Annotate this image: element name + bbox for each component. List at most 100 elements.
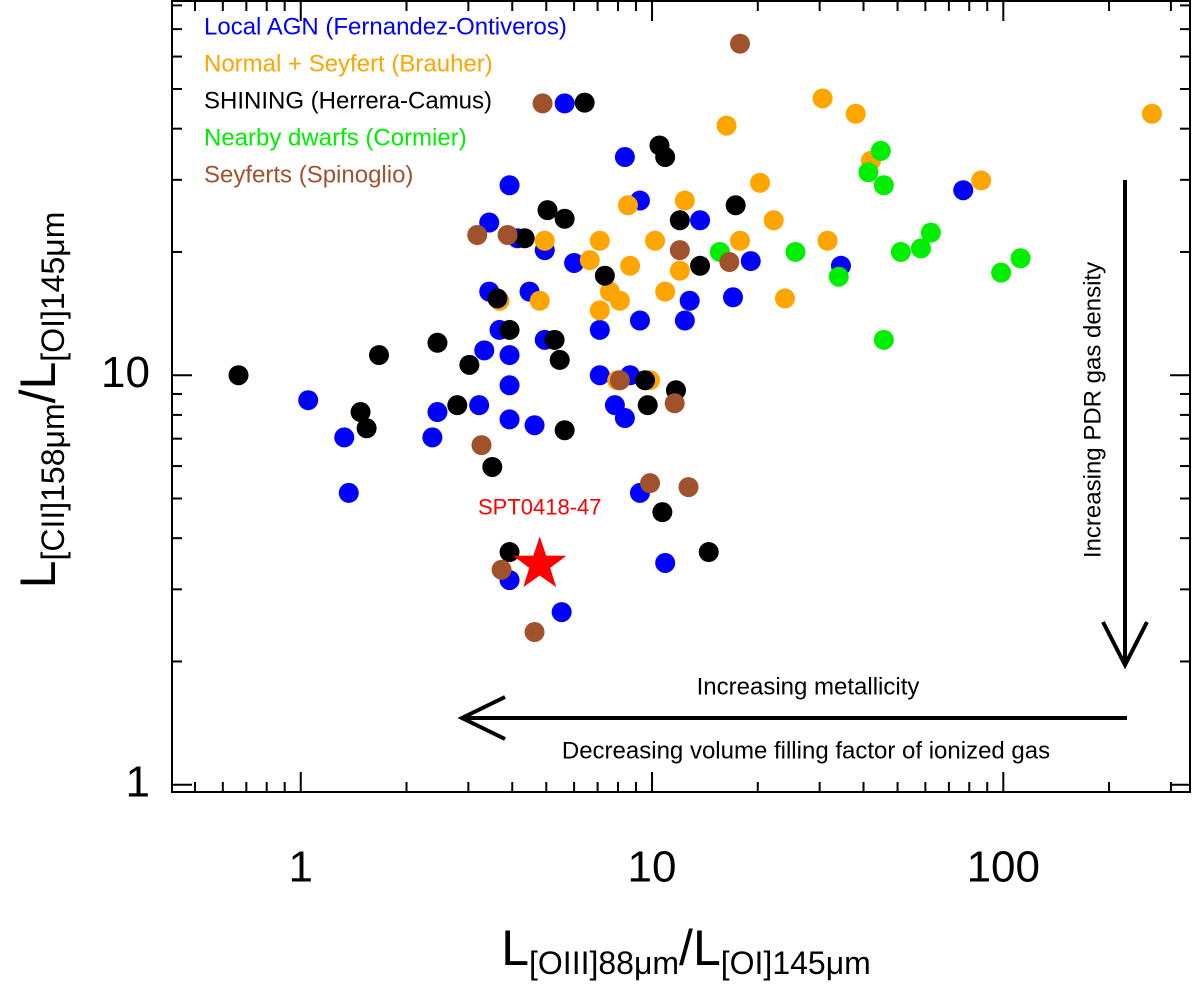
point <box>763 210 784 231</box>
point <box>487 288 508 309</box>
point <box>469 395 490 416</box>
point <box>499 345 520 366</box>
point <box>524 415 545 436</box>
point <box>368 345 389 366</box>
point <box>482 456 503 477</box>
point <box>817 230 838 251</box>
point <box>447 395 468 416</box>
point <box>499 542 520 563</box>
arrow-head <box>457 695 506 741</box>
point <box>532 93 553 114</box>
point <box>774 288 795 309</box>
point <box>564 252 585 273</box>
point <box>491 559 512 580</box>
point <box>298 390 319 411</box>
point <box>920 222 941 243</box>
point <box>338 482 359 503</box>
xlabel: L[OIII]88μm/L[OI]145μm <box>501 920 871 981</box>
point <box>620 255 641 276</box>
point <box>479 212 500 233</box>
point <box>1010 248 1031 269</box>
point <box>537 200 558 221</box>
point <box>609 370 630 391</box>
point <box>640 473 661 494</box>
point <box>609 290 630 311</box>
point <box>589 319 610 340</box>
point <box>554 93 575 114</box>
point <box>629 310 650 331</box>
point <box>427 402 448 423</box>
point <box>740 251 761 272</box>
point <box>579 250 600 271</box>
point <box>422 427 443 448</box>
point <box>729 230 750 251</box>
point <box>574 92 595 113</box>
point <box>499 409 520 430</box>
highlight-star <box>513 536 567 588</box>
point <box>356 418 377 439</box>
point <box>499 175 520 196</box>
xlabel-part: L <box>501 920 529 976</box>
point <box>674 310 695 331</box>
point <box>971 170 992 191</box>
point <box>589 365 610 386</box>
ylabel-part: [CII]158μm <box>35 403 71 560</box>
point <box>719 252 740 273</box>
point <box>845 103 866 124</box>
point <box>678 477 699 498</box>
point <box>729 33 750 54</box>
annotation: Increasing PDR gas density <box>1079 262 1106 558</box>
point <box>750 172 771 193</box>
point <box>664 393 685 414</box>
point <box>497 224 518 245</box>
x-tick-label: 100 <box>967 843 1040 892</box>
point <box>873 175 894 196</box>
point <box>698 542 719 563</box>
xlabel-part: [OIII]88μm <box>529 945 679 981</box>
point <box>635 370 656 391</box>
arrows <box>457 180 1149 741</box>
point <box>655 552 676 573</box>
point <box>785 241 806 262</box>
point <box>890 241 911 262</box>
point <box>716 115 737 136</box>
point <box>669 240 690 261</box>
point <box>474 340 495 361</box>
ylabel-part: L <box>10 561 66 589</box>
point <box>645 230 666 251</box>
point <box>674 190 695 211</box>
x-tick-label: 1 <box>289 843 313 892</box>
point <box>669 210 690 231</box>
point <box>350 402 371 423</box>
point <box>589 230 610 251</box>
point <box>812 88 833 109</box>
point <box>334 427 355 448</box>
point <box>427 332 448 353</box>
point <box>679 290 700 311</box>
point <box>534 230 555 251</box>
point <box>594 265 615 286</box>
legend-entry: Normal + Seyfert (Brauher) <box>204 50 493 77</box>
point <box>858 162 879 183</box>
y-tick-label: 1 <box>126 757 150 806</box>
point <box>910 238 931 259</box>
point <box>991 262 1012 283</box>
point <box>655 281 676 302</box>
point <box>669 260 690 281</box>
xlabel-part: [OI]145μm <box>721 945 871 981</box>
legend-entry: Seyferts (Spinoglio) <box>204 161 413 188</box>
point <box>549 349 570 370</box>
point <box>544 329 565 350</box>
point <box>637 395 658 416</box>
point <box>690 210 711 231</box>
point <box>655 147 676 168</box>
point <box>228 365 249 386</box>
point <box>873 329 894 350</box>
legend-entry: SHINING (Herrera-Camus) <box>204 87 492 114</box>
point <box>551 602 572 623</box>
point <box>690 255 711 276</box>
y-tick-label: 10 <box>101 348 150 397</box>
point <box>953 180 974 201</box>
point <box>589 300 610 321</box>
